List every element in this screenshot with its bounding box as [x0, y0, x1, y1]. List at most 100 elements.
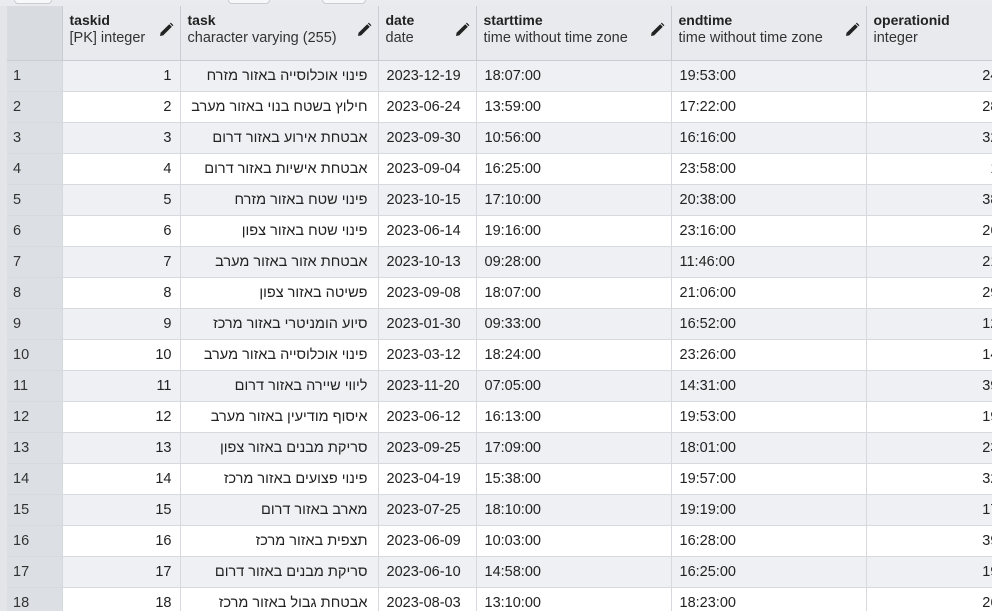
edit-pencil-icon[interactable]	[158, 22, 174, 38]
cell-endtime[interactable]: 23:16:00	[671, 215, 867, 247]
cell-endtime[interactable]: 20:38:00	[671, 184, 867, 216]
cell-date[interactable]: 2023-08-03	[378, 587, 477, 611]
table-row[interactable]: 2 2 חילוץ בשטח בנוי באזור מערב 2023-06-24 13…	[7, 91, 992, 123]
toolbar-button-stub[interactable]	[228, 0, 270, 4]
cell-taskid[interactable]: 11	[62, 370, 181, 402]
cell-endtime[interactable]: 23:26:00	[671, 339, 867, 371]
cell-starttime[interactable]: 09:28:00	[476, 246, 672, 278]
cell-date[interactable]: 2023-09-08	[378, 277, 477, 309]
row-number[interactable]: 1	[7, 60, 63, 92]
table-row[interactable]: 6 6 פינוי שטח באזור צפון 2023-06-14 19:16:00…	[7, 215, 992, 247]
column-header-date[interactable]: date date	[378, 6, 477, 61]
table-row[interactable]: 16 16 תצפית באזור מרכז 2023-06-09 10:03:00 16…	[7, 525, 992, 557]
cell-endtime[interactable]: 19:57:00	[671, 463, 867, 495]
cell-task[interactable]: פינוי אוכלוסייה באזור מזרח	[180, 60, 379, 92]
table-row[interactable]: 18 18 אבטחת גבול באזור מרכז 2023-08-03 13:10…	[7, 587, 992, 611]
cell-endtime[interactable]: 11:46:00	[671, 246, 867, 278]
cell-starttime[interactable]: 17:09:00	[476, 432, 672, 464]
edit-pencil-icon[interactable]	[844, 22, 860, 38]
cell-starttime[interactable]: 13:10:00	[476, 587, 672, 611]
table-row[interactable]: 13 13 סריקת מבנים באזור צפון 2023-09-25 17:0…	[7, 432, 992, 464]
cell-operationid[interactable]: 218	[866, 246, 992, 278]
cell-endtime[interactable]: 18:01:00	[671, 432, 867, 464]
table-row[interactable]: 11 11 ליווי שיירה באזור דרום 2023-11-20 07:0…	[7, 370, 992, 402]
column-header-taskid[interactable]: taskid [PK] integer	[62, 6, 181, 61]
column-header-starttime[interactable]: starttime time without time zone	[476, 6, 672, 61]
cell-date[interactable]: 2023-09-30	[378, 122, 477, 154]
cell-date[interactable]: 2023-04-19	[378, 463, 477, 495]
cell-task[interactable]: אבטחת אישיות באזור דרום	[180, 153, 379, 185]
cell-operationid[interactable]: 380	[866, 184, 992, 216]
cell-endtime[interactable]: 19:53:00	[671, 401, 867, 433]
cell-taskid[interactable]: 18	[62, 587, 181, 611]
cell-taskid[interactable]: 15	[62, 494, 181, 526]
cell-endtime[interactable]: 23:58:00	[671, 153, 867, 185]
cell-task[interactable]: אבטחת אזור באזור מערב	[180, 246, 379, 278]
cell-date[interactable]: 2023-06-09	[378, 525, 477, 557]
cell-operationid[interactable]: 322	[866, 463, 992, 495]
cell-date[interactable]: 2023-06-14	[378, 215, 477, 247]
cell-starttime[interactable]: 16:13:00	[476, 401, 672, 433]
cell-task[interactable]: פינוי אוכלוסייה באזור מערב	[180, 339, 379, 371]
cell-starttime[interactable]: 07:05:00	[476, 370, 672, 402]
row-number[interactable]: 10	[7, 339, 63, 371]
cell-taskid[interactable]: 10	[62, 339, 181, 371]
cell-task[interactable]: סיוע הומניטרי באזור מרכז	[180, 308, 379, 340]
cell-task[interactable]: פינוי שטח באזור מזרח	[180, 184, 379, 216]
cell-starttime[interactable]: 10:03:00	[476, 525, 672, 557]
cell-starttime[interactable]: 16:25:00	[476, 153, 672, 185]
cell-starttime[interactable]: 09:33:00	[476, 308, 672, 340]
cell-taskid[interactable]: 14	[62, 463, 181, 495]
table-row[interactable]: 7 7 אבטחת אזור באזור מערב 2023-10-13 09:28:0…	[7, 246, 992, 278]
cell-taskid[interactable]: 4	[62, 153, 181, 185]
cell-date[interactable]: 2023-01-30	[378, 308, 477, 340]
cell-endtime[interactable]: 17:22:00	[671, 91, 867, 123]
row-number[interactable]: 7	[7, 246, 63, 278]
cell-date[interactable]: 2023-11-20	[378, 370, 477, 402]
column-header-task[interactable]: task character varying (255)	[180, 6, 379, 61]
table-row[interactable]: 8 8 פשיטה באזור צפון 2023-09-08 18:07:00 21:0…	[7, 277, 992, 309]
cell-starttime[interactable]: 17:10:00	[476, 184, 672, 216]
cell-starttime[interactable]: 18:07:00	[476, 60, 672, 92]
table-row[interactable]: 12 12 איסוף מודיעין באזור מערב 2023-06-12 16…	[7, 401, 992, 433]
cell-date[interactable]: 2023-12-19	[378, 60, 477, 92]
row-number[interactable]: 5	[7, 184, 63, 216]
cell-starttime[interactable]: 18:07:00	[476, 277, 672, 309]
table-row[interactable]: 4 4 אבטחת אישיות באזור דרום 2023-09-04 16:25…	[7, 153, 992, 185]
cell-operationid[interactable]: 16	[866, 153, 992, 185]
cell-task[interactable]: תצפית באזור מרכז	[180, 525, 379, 557]
row-number[interactable]: 13	[7, 432, 63, 464]
cell-taskid[interactable]: 3	[62, 122, 181, 154]
table-row[interactable]: 9 9 סיוע הומניטרי באזור מרכז 2023-01-30 09:3…	[7, 308, 992, 340]
toolbar-button-stub[interactable]	[322, 0, 366, 4]
row-number[interactable]: 12	[7, 401, 63, 433]
cell-task[interactable]: מארב באזור דרום	[180, 494, 379, 526]
cell-taskid[interactable]: 12	[62, 401, 181, 433]
row-number[interactable]: 16	[7, 525, 63, 557]
row-number[interactable]: 17	[7, 556, 63, 588]
cell-operationid[interactable]: 237	[866, 432, 992, 464]
cell-task[interactable]: סריקת מבנים באזור צפון	[180, 432, 379, 464]
cell-starttime[interactable]: 14:58:00	[476, 556, 672, 588]
cell-date[interactable]: 2023-07-25	[378, 494, 477, 526]
cell-endtime[interactable]: 19:53:00	[671, 60, 867, 92]
row-number[interactable]: 9	[7, 308, 63, 340]
cell-taskid[interactable]: 5	[62, 184, 181, 216]
row-number[interactable]: 18	[7, 587, 63, 611]
row-number[interactable]: 2	[7, 91, 63, 123]
cell-task[interactable]: אבטחת אירוע באזור דרום	[180, 122, 379, 154]
table-row[interactable]: 15 15 מארב באזור דרום 2023-07-25 18:10:00 19:…	[7, 494, 992, 526]
cell-operationid[interactable]: 265	[866, 215, 992, 247]
row-number[interactable]: 14	[7, 463, 63, 495]
cell-date[interactable]: 2023-06-24	[378, 91, 477, 123]
cell-operationid[interactable]: 145	[866, 339, 992, 371]
cell-task[interactable]: סריקת מבנים באזור דרום	[180, 556, 379, 588]
cell-endtime[interactable]: 18:23:00	[671, 587, 867, 611]
row-number[interactable]: 15	[7, 494, 63, 526]
cell-operationid[interactable]: 198	[866, 401, 992, 433]
cell-operationid[interactable]: 268	[866, 587, 992, 611]
cell-taskid[interactable]: 6	[62, 215, 181, 247]
cell-task[interactable]: אבטחת גבול באזור מרכז	[180, 587, 379, 611]
cell-taskid[interactable]: 13	[62, 432, 181, 464]
data-grid[interactable]: taskid [PK] integer task character varying …	[7, 6, 992, 611]
